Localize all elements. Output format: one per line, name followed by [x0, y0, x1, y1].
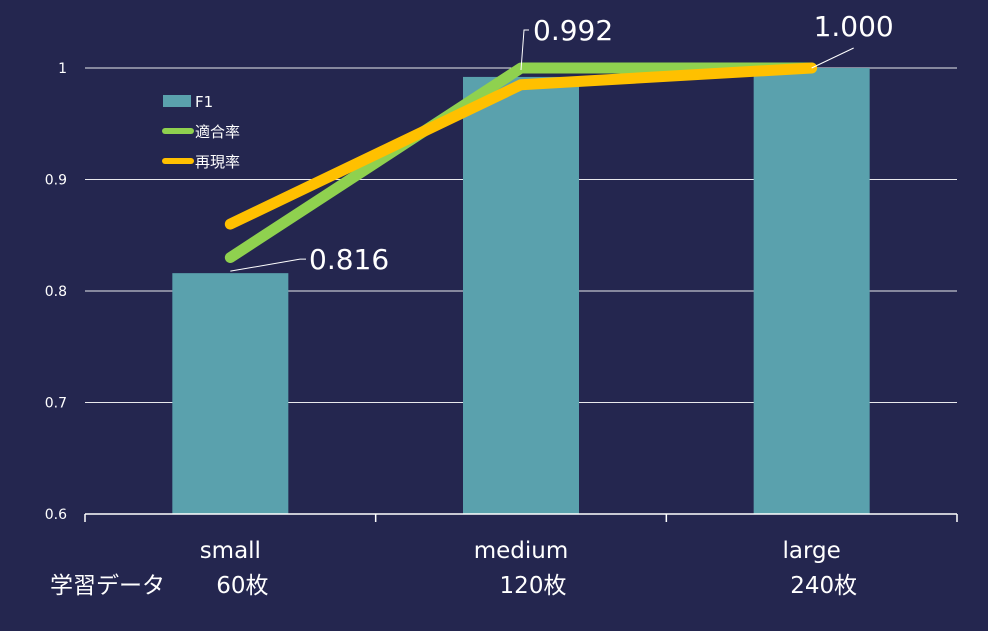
leader-line	[811, 47, 854, 69]
category-sublabel: 240枚	[790, 573, 857, 599]
data-labels: 0.816 0.992 1.000	[230, 10, 894, 276]
legend-label: F1	[195, 93, 213, 111]
legend-swatch	[163, 95, 191, 107]
x-axis	[84, 513, 958, 522]
y-tick-label: 0.8	[45, 284, 67, 300]
bar-small	[172, 273, 289, 514]
data-label: 0.992	[533, 14, 613, 47]
y-tick-label: 0.9	[45, 173, 67, 189]
category-sublabel: 120枚	[500, 573, 567, 599]
y-tick-label: 1	[58, 61, 67, 77]
legend-label: 適合率	[195, 123, 240, 141]
y-tick-label: 0.6	[45, 507, 67, 523]
bar-medium	[463, 76, 579, 515]
bar-large	[753, 68, 870, 514]
leader-line	[230, 258, 306, 272]
bars	[172, 68, 870, 515]
data-label: 0.816	[309, 243, 389, 276]
axis-row-label: 学習データ	[50, 573, 165, 599]
category-sublabel: 60枚	[216, 573, 268, 599]
data-label: 1.000	[814, 10, 894, 43]
category-label: medium	[474, 538, 569, 564]
y-axis-ticks: 0.6 0.7 0.8 0.9 1	[45, 61, 67, 523]
y-tick-label: 0.7	[45, 396, 67, 412]
category-label: large	[783, 538, 841, 564]
series-line-recall	[224, 62, 818, 230]
category-label: small	[200, 538, 261, 564]
leader-line	[520, 29, 529, 71]
category-labels: small 60枚 medium 120枚 large 240枚 学習データ	[50, 538, 857, 599]
legend-label: 再現率	[195, 153, 240, 171]
